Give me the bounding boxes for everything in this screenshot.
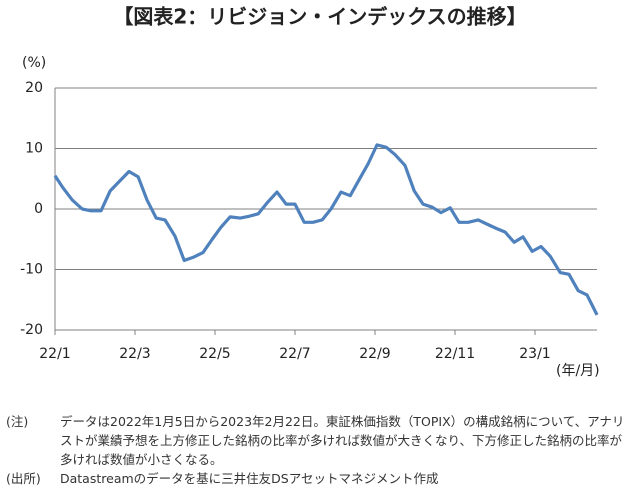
x-tick-label: 22/11 bbox=[435, 346, 475, 362]
note-text: Datastreamのデータを基に三井住友DSアセットマネジメント作成 bbox=[60, 471, 439, 486]
chart-title: 【図表2：リビジョン・インデックスの推移】 bbox=[113, 5, 526, 29]
x-tick-label: 22/9 bbox=[359, 346, 390, 362]
note-label: (出所) bbox=[6, 471, 41, 486]
y-axis-label: (%) bbox=[22, 55, 46, 71]
y-tick-label: -10 bbox=[20, 262, 43, 278]
x-tick-label: 22/3 bbox=[119, 346, 150, 362]
note-row: (注) データは2022年1月5日から2023年2月22日。東証株価指数（TOPI… bbox=[6, 412, 634, 469]
x-tick-label: 23/1 bbox=[519, 346, 550, 362]
x-tick-label: 22/7 bbox=[279, 346, 310, 362]
x-tick-label: 22/5 bbox=[199, 346, 230, 362]
note-row: (出所) Datastreamのデータを基に三井住友DSアセットマネジメント作成 bbox=[6, 469, 634, 488]
notes: (注) データは2022年1月5日から2023年2月22日。東証株価指数（TOPI… bbox=[6, 412, 634, 488]
y-tick-label: -20 bbox=[20, 322, 43, 338]
data-line bbox=[53, 143, 599, 316]
note-text: データは2022年1月5日から2023年2月22日。東証株価指数（TOPIX）の… bbox=[60, 414, 625, 467]
chart: 【図表2：リビジョン・インデックスの推移】 (%) (年/月) -20 -10 0 1… bbox=[20, 5, 600, 380]
y-tick-label: 0 bbox=[34, 201, 43, 217]
y-tick-label: 20 bbox=[25, 80, 43, 96]
y-tick-label: 10 bbox=[25, 141, 43, 157]
x-axis-label: (年/月) bbox=[556, 363, 600, 379]
note-label: (注) bbox=[6, 414, 29, 429]
x-tick-label: 22/1 bbox=[39, 346, 70, 362]
